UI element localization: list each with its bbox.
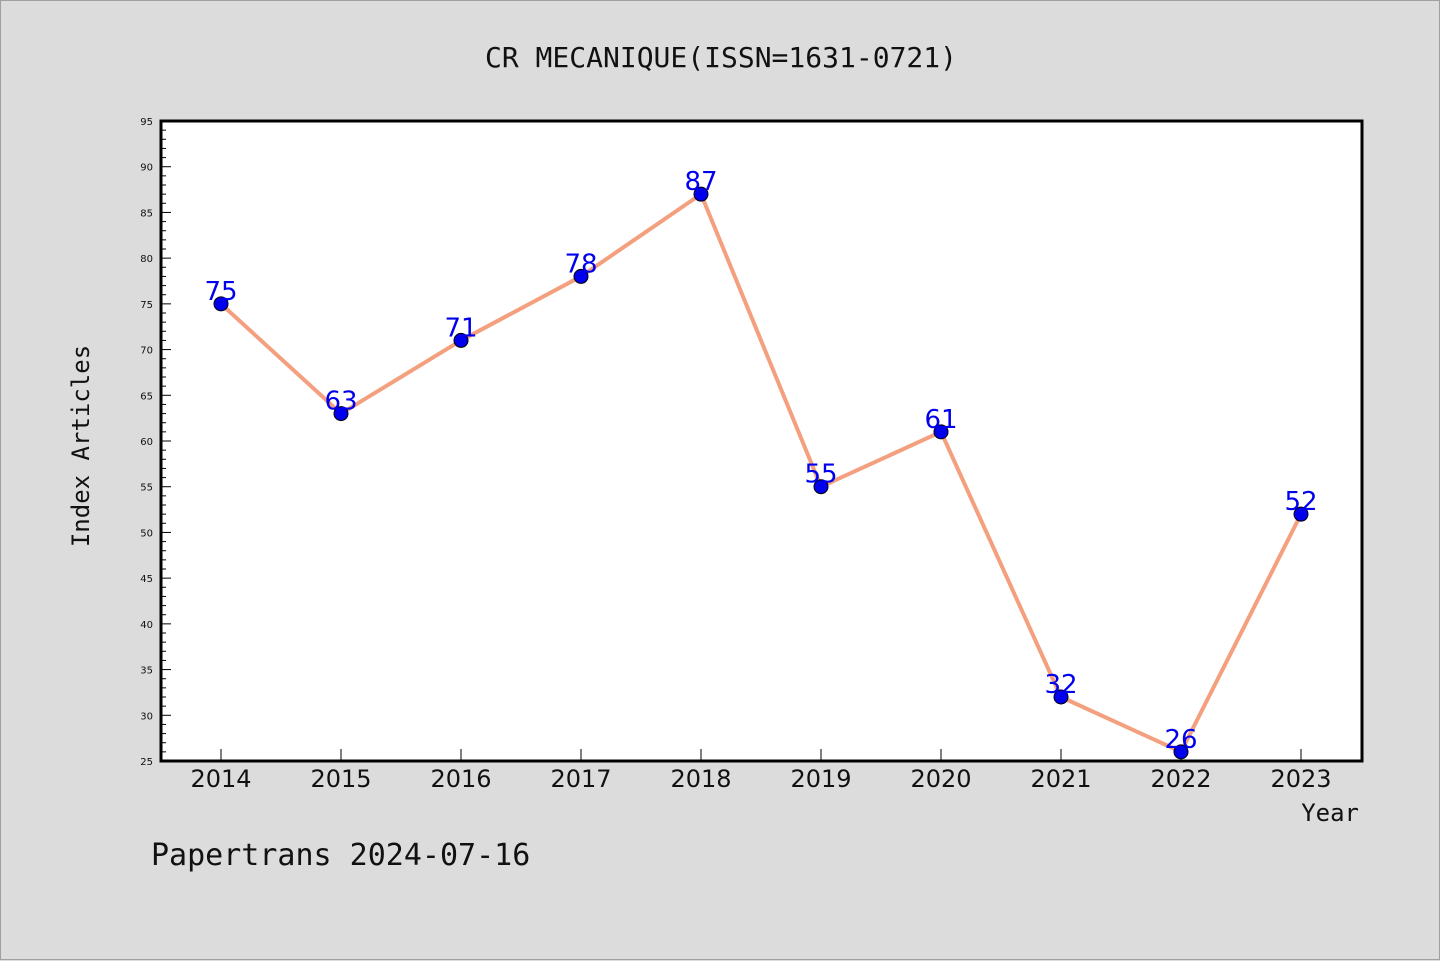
y-tick-label: 35 xyxy=(140,666,153,677)
y-tick-label: 45 xyxy=(140,574,153,585)
x-tick-label: 2023 xyxy=(1270,765,1331,793)
y-tick-label: 60 xyxy=(140,437,153,448)
y-tick-label: 80 xyxy=(140,254,153,265)
data-point xyxy=(1173,744,1189,760)
data-label: 87 xyxy=(684,167,717,197)
data-point xyxy=(693,186,709,202)
data-label: 32 xyxy=(1044,670,1077,700)
x-tick-label: 2015 xyxy=(310,765,371,793)
y-axis-label: Index Articles xyxy=(67,345,95,547)
data-point xyxy=(333,406,349,422)
y-tick-label: 65 xyxy=(140,391,153,402)
x-tick-label: 2022 xyxy=(1150,765,1211,793)
chart-title: CR MECANIQUE(ISSN=1631-0721) xyxy=(485,41,957,74)
data-label: 63 xyxy=(324,387,357,417)
y-tick-label: 90 xyxy=(140,163,153,174)
x-tick-label: 2017 xyxy=(550,765,611,793)
y-tick-label: 85 xyxy=(140,208,153,219)
footer-credit: Papertrans 2024-07-16 xyxy=(151,838,530,873)
series-line xyxy=(219,192,1303,754)
data-label: 52 xyxy=(1284,487,1317,517)
data-point xyxy=(1053,689,1069,705)
y-tick-label: 95 xyxy=(140,117,153,128)
x-tick-label: 2021 xyxy=(1030,765,1091,793)
data-point xyxy=(1293,506,1309,522)
data-label: 55 xyxy=(804,460,837,490)
y-tick-label: 40 xyxy=(140,620,153,631)
x-tick-label: 2016 xyxy=(430,765,491,793)
y-tick-label: 70 xyxy=(140,346,153,357)
data-series: 75 63 71 78 87 55 61 32 26 52 xyxy=(204,167,1318,760)
y-tick-label: 55 xyxy=(140,483,153,494)
data-label: 75 xyxy=(204,277,237,307)
y-tick-label: 25 xyxy=(140,757,153,768)
data-label: 78 xyxy=(564,249,597,279)
data-point xyxy=(813,479,829,495)
data-point xyxy=(213,296,229,312)
x-tick-label: 2020 xyxy=(910,765,971,793)
data-point xyxy=(933,424,949,440)
x-axis-label: Year xyxy=(1301,799,1359,827)
y-tick-label: 50 xyxy=(140,528,153,539)
data-label: 61 xyxy=(924,405,957,435)
data-point xyxy=(453,332,469,348)
data-label: 71 xyxy=(444,313,477,343)
plot-area xyxy=(159,119,1364,763)
x-axis: 2014 2015 2016 2017 2018 2019 2020 2021 2022 2023 xyxy=(190,749,1332,793)
y-tick-label: 75 xyxy=(140,300,153,311)
y-axis: 25 30 35 40 45 50 55 60 65 70 75 80 85 90 95 xyxy=(140,117,171,768)
y-tick-label: 30 xyxy=(140,711,153,722)
x-tick-label: 2019 xyxy=(790,765,851,793)
data-label: 26 xyxy=(1164,725,1197,755)
data-point xyxy=(573,268,589,284)
x-tick-label: 2018 xyxy=(670,765,731,793)
x-tick-label: 2014 xyxy=(190,765,251,793)
